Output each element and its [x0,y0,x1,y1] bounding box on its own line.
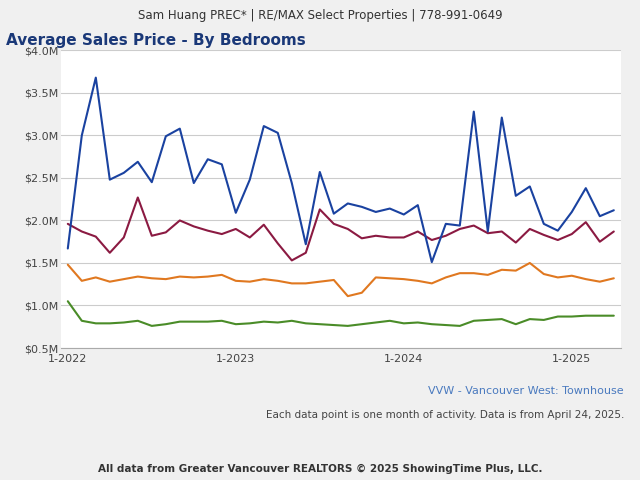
Text: VVW - Vancouver West: Townhouse: VVW - Vancouver West: Townhouse [428,386,624,396]
Text: Average Sales Price - By Bedrooms: Average Sales Price - By Bedrooms [6,33,306,48]
Text: Each data point is one month of activity. Data is from April 24, 2025.: Each data point is one month of activity… [266,410,624,420]
Text: All data from Greater Vancouver REALTORS © 2025 ShowingTime Plus, LLC.: All data from Greater Vancouver REALTORS… [98,464,542,474]
Text: Sam Huang PREC* | RE/MAX Select Properties | 778-991-0649: Sam Huang PREC* | RE/MAX Select Properti… [138,9,502,22]
